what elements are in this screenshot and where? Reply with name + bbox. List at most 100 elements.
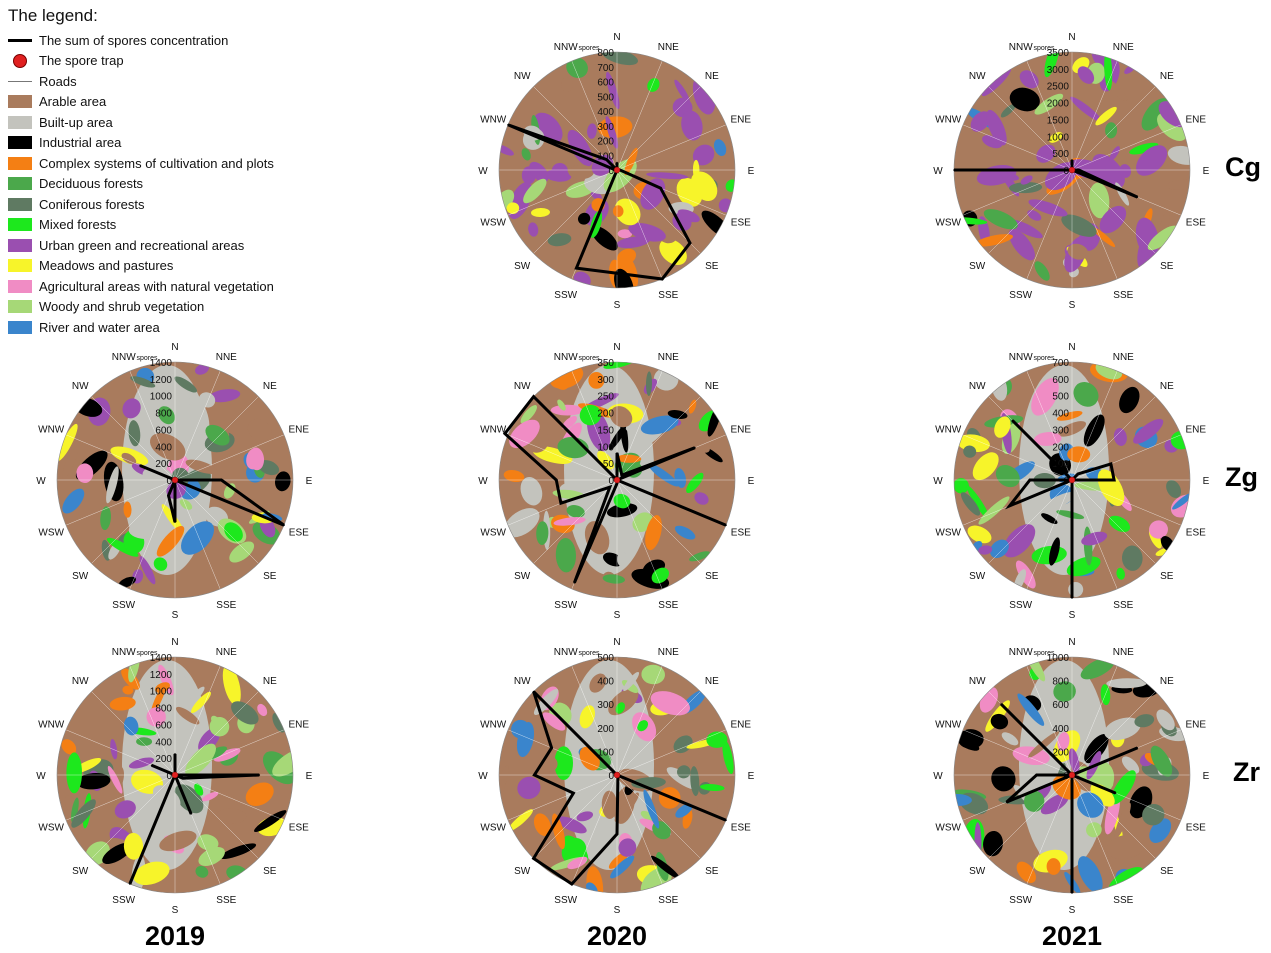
landuse-patch	[577, 212, 591, 225]
landuse-patch	[606, 503, 638, 518]
landuse-patch	[1001, 732, 1019, 746]
radar-spoke	[174, 479, 221, 590]
landuse-patch	[1020, 175, 1033, 185]
radar-spoke	[65, 774, 176, 821]
radial-axis-label: spores	[136, 355, 158, 362]
direction-label: NE	[1160, 381, 1174, 392]
landuse-patch	[967, 525, 992, 544]
data-point	[507, 124, 509, 126]
direction-label: NE	[263, 381, 277, 392]
radial-tick-label: 600	[1052, 700, 1069, 711]
landuse-patch	[133, 861, 170, 886]
radar-spoke	[174, 774, 259, 859]
radial-tick-label: 200	[155, 459, 172, 470]
radial-tick-label: 800	[155, 704, 172, 715]
data-point	[694, 446, 696, 449]
landuse-patch	[1134, 714, 1155, 728]
legend-swatch	[8, 156, 32, 170]
radial-tick-label: 400	[155, 737, 172, 748]
direction-label: ESE	[1186, 822, 1206, 833]
radial-tick-label: 0	[166, 476, 172, 487]
radar-spoke	[616, 774, 663, 885]
landuse-patch	[547, 233, 572, 247]
landuse-patch	[1074, 504, 1095, 529]
spore-trap-marker	[171, 476, 179, 484]
landuse-patch	[121, 452, 137, 465]
data-point	[129, 883, 131, 885]
legend-item: Built-up area	[8, 112, 308, 133]
direction-label: S	[614, 610, 621, 621]
landuse-patch	[531, 207, 550, 218]
landuse-patch	[616, 236, 650, 249]
species-row-label: Cg	[1225, 152, 1261, 182]
radar-spoke	[962, 124, 1073, 171]
landuse-patch	[1067, 159, 1107, 179]
landuse-patch	[681, 110, 703, 141]
landuse-patch	[674, 525, 696, 540]
landuse-patch	[972, 452, 999, 481]
legend-item: Industrial area	[8, 133, 308, 154]
legend-item: Complex systems of cultivation and plots	[8, 153, 308, 174]
radar-spoke	[174, 774, 285, 821]
data-point	[504, 432, 506, 435]
direction-label: NNW	[112, 352, 136, 363]
radar-spoke	[507, 729, 618, 776]
radial-tick-label: 800	[1052, 677, 1069, 688]
direction-label: NNW	[1009, 647, 1033, 658]
radial-tick-label: 200	[597, 409, 614, 420]
direction-label: SSW	[1009, 895, 1032, 906]
radial-tick-label: 1500	[1047, 115, 1070, 126]
radial-tick-label: 400	[597, 107, 614, 118]
direction-label: ENE	[1186, 425, 1207, 436]
landuse-patch	[181, 521, 214, 555]
radial-tick-label: 200	[597, 724, 614, 735]
direction-label: SE	[705, 571, 719, 582]
landuse-patch	[528, 222, 539, 237]
landuse-patch	[503, 470, 525, 482]
direction-label: SE	[263, 866, 277, 877]
data-point	[174, 521, 176, 523]
landuse-patch	[690, 171, 718, 202]
landuse-patch	[109, 696, 136, 711]
legend-title: The legend:	[8, 6, 98, 25]
direction-label: S	[172, 610, 179, 621]
direction-label: W	[933, 771, 943, 782]
landuse-patch	[62, 488, 85, 514]
legend-item: Urban green and recreational areas	[8, 235, 308, 256]
radar-spoke	[533, 86, 618, 171]
direction-label: ESE	[289, 527, 309, 538]
spore-sum-polygon	[507, 123, 692, 281]
landuse-patch	[509, 419, 540, 449]
landuse-patch	[195, 865, 209, 878]
landuse-patch	[601, 790, 618, 819]
landuse-patch	[71, 799, 96, 828]
landuse-patch	[1000, 103, 1016, 118]
landuse-patch	[110, 739, 118, 760]
direction-label: SW	[72, 866, 89, 877]
landuse-patch	[272, 712, 286, 733]
landuse-patch	[614, 268, 634, 288]
direction-label: S	[1069, 610, 1076, 621]
radial-tick-label: 3000	[1047, 65, 1070, 76]
landuse-patch	[650, 691, 690, 716]
radial-tick-label: 1400	[150, 358, 173, 369]
direction-label: SE	[705, 866, 719, 877]
landuse-patch	[1108, 515, 1131, 533]
landuse-patch	[1104, 52, 1113, 91]
landuse-patch	[130, 376, 156, 388]
direction-label: NNE	[658, 352, 679, 363]
map-outline	[498, 51, 736, 289]
data-point	[139, 464, 141, 467]
direction-label: N	[1068, 32, 1075, 43]
landuse-patch	[986, 109, 1007, 146]
spore-sum-polygon	[502, 394, 727, 584]
radar-spoke	[616, 774, 701, 859]
direction-label: S	[1069, 300, 1076, 311]
landuse-patch	[1080, 657, 1115, 680]
direction-label: NE	[705, 71, 719, 82]
radial-tick-label: 250	[597, 392, 614, 403]
radial-tick-label: 100	[597, 151, 614, 162]
data-point	[174, 753, 176, 755]
